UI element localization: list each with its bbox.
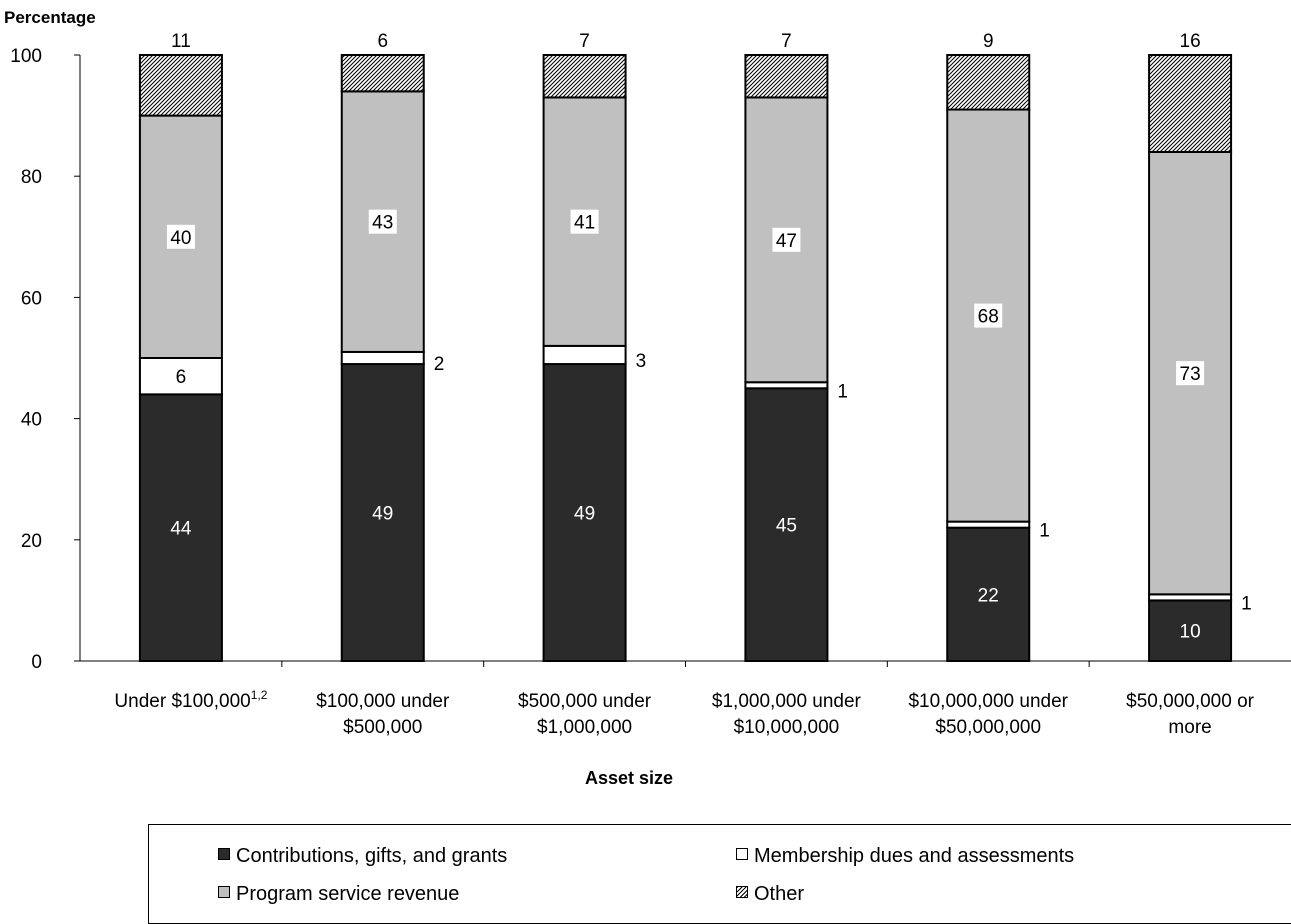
category-label: $500,000 [343, 717, 422, 738]
bar-segment-other [340, 54, 425, 93]
y-tick-label: 40 [21, 410, 42, 431]
y-tick-label: 0 [31, 652, 42, 673]
category-label: $100,000 under [316, 691, 450, 712]
data-label-bg-program [166, 224, 195, 249]
legend-swatch-program [218, 885, 230, 898]
category-label: $500,000 under [518, 691, 652, 712]
data-label-other: 16 [1180, 31, 1201, 52]
y-axis-label: Percentage [4, 8, 96, 27]
legend-swatch-other [736, 885, 748, 898]
data-label-contributions: 49 [372, 504, 393, 525]
data-label-contributions: 44 [170, 519, 192, 540]
data-label-other: 7 [781, 31, 792, 52]
y-tick-label: 60 [21, 288, 42, 309]
data-label-bg-program [772, 227, 801, 252]
bar-segment-contributions [340, 363, 425, 662]
data-label-membership: 1 [1039, 521, 1050, 542]
legend-item-contributions: Contributions, gifts, and grants [218, 845, 507, 868]
category-label: $10,000,000 under [908, 691, 1068, 712]
data-label-bg-program [368, 209, 397, 234]
data-label-bg-program [570, 209, 599, 234]
legend-item-membership: Membership dues and assessments [736, 845, 1074, 868]
data-label-membership: 3 [636, 351, 647, 372]
data-label-contributions: 49 [574, 504, 595, 525]
category-label: more [1168, 717, 1211, 738]
category-label: $10,000,000 [734, 717, 840, 738]
x-axis-title: Asset size [585, 768, 673, 788]
data-label-contributions: 10 [1180, 622, 1201, 643]
legend-label-other: Other [754, 883, 805, 905]
data-label-membership: 6 [176, 367, 187, 388]
legend-label-program: Program service revenue [236, 883, 460, 905]
y-tick-label: 80 [21, 167, 42, 188]
data-label-program: 40 [170, 228, 191, 249]
data-label-program: 43 [372, 213, 393, 234]
data-label-bg-program [974, 303, 1003, 328]
data-label-contributions: 45 [776, 516, 797, 537]
data-label-bg-program [1176, 361, 1205, 386]
legend-swatch-contributions [218, 847, 230, 860]
bar-segment-other [1148, 54, 1233, 153]
bar-segment-other [542, 54, 627, 99]
data-labels: 44 6 40 11 49 2 43 6 49 3 41 7 45 1 47 7 22 1 68 9 10 1 73 16 [166, 31, 1252, 643]
legend-label-contributions: Contributions, gifts, and grants [236, 845, 508, 867]
category-label: $50,000,000 or [1126, 691, 1255, 712]
legend: Contributions, gifts, and grants Members… [148, 824, 1291, 924]
bar-segment-contributions [542, 363, 627, 662]
data-label-other: 11 [171, 31, 191, 52]
bar-segment-contributions [138, 393, 223, 662]
data-label-program: 73 [1180, 364, 1201, 385]
legend-swatch-membership [736, 847, 748, 860]
bars [138, 54, 1233, 663]
x-axis [80, 660, 1291, 667]
data-label-program: 47 [776, 231, 797, 252]
bar-segment-other [744, 54, 829, 99]
bar-segment-contributions [1148, 599, 1233, 663]
data-label-other: 6 [377, 31, 388, 52]
category-footnote-superscript: 1,2 [251, 688, 268, 702]
data-label-program: 41 [574, 213, 595, 234]
data-label-other: 7 [579, 31, 590, 52]
data-label-membership: 2 [434, 354, 445, 375]
legend-label-membership: Membership dues and assessments [754, 845, 1075, 867]
y-tick-label: 20 [21, 531, 42, 552]
bar-segment-contributions [744, 387, 829, 662]
data-label-membership: 1 [1241, 593, 1252, 614]
bar-segment-program [340, 90, 425, 353]
category-label: Under $100,0001,2 [114, 688, 267, 712]
bar-segment-other [138, 54, 223, 117]
category-label: $50,000,000 [935, 717, 1041, 738]
legend-item-other: Other [736, 883, 804, 906]
data-label-program: 68 [978, 307, 999, 328]
bar-segment-membership [542, 344, 627, 366]
bar-segment-membership [340, 350, 425, 366]
category-label: $1,000,000 [537, 717, 632, 738]
category-labels: Under $100,0001,2 $100,000 under $500,000 $… [114, 688, 1254, 738]
y-axis: 0 20 40 60 80 100 [10, 46, 81, 673]
data-label-contributions: 22 [978, 585, 999, 606]
bar-segment-other [946, 54, 1031, 111]
data-label-other: 9 [983, 31, 994, 52]
y-tick-label: 100 [10, 46, 42, 67]
data-label-membership: 1 [837, 381, 848, 402]
category-label: $1,000,000 under [712, 691, 862, 712]
legend-item-program: Program service revenue [218, 883, 459, 906]
